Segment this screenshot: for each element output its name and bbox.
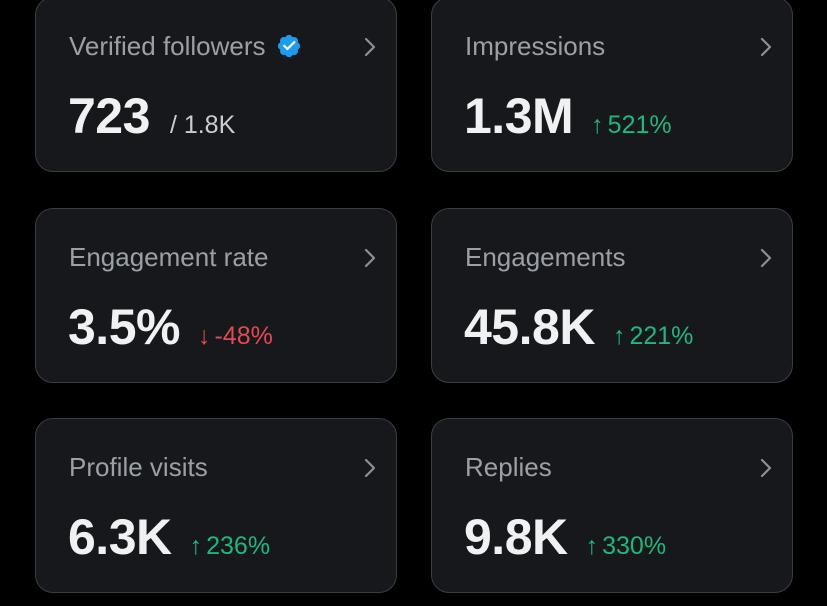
verified-badge-icon (277, 34, 300, 58)
delta-value: 221% (629, 322, 694, 350)
chevron-right-icon (364, 37, 376, 57)
card-label: Replies (465, 451, 552, 483)
card-value-row: 723 / 1.8K (68, 86, 235, 146)
card-value: 1.3M (464, 88, 574, 144)
card-value-row: 3.5% ↓ -48% (68, 297, 273, 357)
card-subvalue: / 1.8K (169, 111, 236, 139)
delta-value: 236% (206, 532, 271, 560)
arrow-up-icon: ↑ (591, 111, 604, 139)
card-value: 45.8K (464, 299, 595, 355)
card-label: Profile visits (69, 451, 208, 483)
chevron-right-icon (760, 458, 772, 478)
card-verified-followers[interactable]: Verified followers 723 / 1.8K (35, 0, 397, 172)
delta-value: 330% (602, 532, 667, 560)
chevron-right-icon (760, 37, 772, 57)
card-label-text: Verified followers (69, 31, 266, 61)
chevron-right-icon (364, 458, 376, 478)
card-label-text: Engagement rate (69, 242, 269, 272)
chevron-right-icon (760, 248, 772, 268)
card-label-text: Engagements (465, 242, 626, 272)
card-value-row: 45.8K ↑ 221% (464, 297, 693, 357)
card-value: 3.5% (68, 299, 180, 355)
trend-delta: ↓ -48% (198, 322, 273, 351)
arrow-up-icon: ↑ (585, 532, 599, 560)
card-label-text: Profile visits (69, 452, 208, 482)
chevron-right-icon (364, 248, 376, 268)
card-value-row: 1.3M ↑ 521% (464, 86, 672, 146)
card-value: 723 (68, 88, 150, 144)
card-value: 9.8K (464, 509, 568, 565)
delta-value: 521% (607, 111, 672, 139)
card-value-row: 9.8K ↑ 330% (464, 507, 666, 567)
delta-value: -48% (214, 322, 273, 350)
card-profile-visits[interactable]: Profile visits 6.3K ↑ 236% (35, 418, 397, 593)
card-value-row: 6.3K ↑ 236% (68, 507, 270, 567)
card-engagement-rate[interactable]: Engagement rate 3.5% ↓ -48% (35, 208, 397, 383)
arrow-down-icon: ↓ (197, 322, 211, 350)
card-replies[interactable]: Replies 9.8K ↑ 330% (431, 418, 793, 593)
card-label: Verified followers (69, 30, 302, 62)
card-impressions[interactable]: Impressions 1.3M ↑ 521% (431, 0, 793, 172)
arrow-up-icon: ↑ (189, 532, 203, 560)
card-label-text: Impressions (465, 31, 606, 61)
card-label: Engagements (465, 241, 625, 273)
trend-delta: ↑ 236% (190, 532, 270, 561)
card-value: 6.3K (68, 509, 172, 565)
card-label-text: Replies (465, 452, 552, 482)
card-engagements[interactable]: Engagements 45.8K ↑ 221% (431, 208, 793, 383)
trend-delta: ↑ 330% (586, 532, 666, 561)
trend-delta: ↑ 221% (613, 322, 693, 351)
arrow-up-icon: ↑ (612, 322, 626, 350)
card-label: Impressions (465, 30, 605, 62)
card-label: Engagement rate (69, 241, 268, 273)
trend-delta: ↑ 521% (591, 111, 671, 140)
